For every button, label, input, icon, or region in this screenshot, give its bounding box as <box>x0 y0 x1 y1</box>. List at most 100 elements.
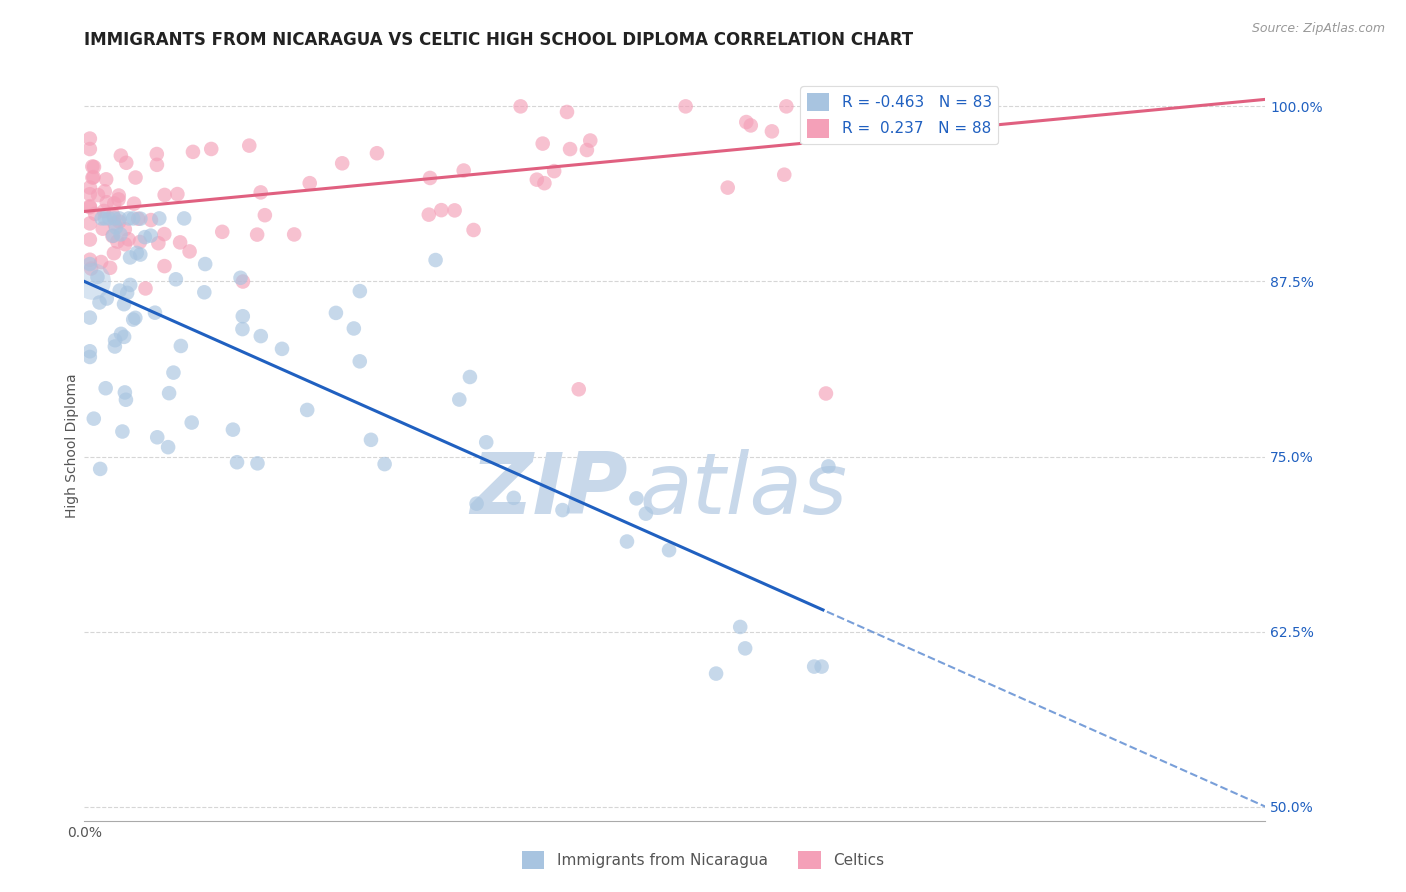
Point <box>222 423 245 437</box>
Point <box>616 534 638 549</box>
Point <box>509 99 531 113</box>
Y-axis label: High School Diploma: High School Diploma <box>65 374 79 518</box>
Point <box>173 211 195 226</box>
Point <box>90 211 112 226</box>
Point <box>91 221 114 235</box>
Point <box>817 459 839 474</box>
Point <box>79 187 101 202</box>
Point <box>122 211 145 226</box>
Point <box>114 385 136 400</box>
Point <box>84 207 107 221</box>
Point <box>79 216 101 230</box>
Point <box>153 227 176 241</box>
Point <box>115 392 138 407</box>
Point <box>658 543 681 558</box>
Point <box>139 213 162 227</box>
Point <box>543 164 565 178</box>
Point <box>232 310 254 324</box>
Point <box>283 227 305 242</box>
Point <box>162 366 184 380</box>
Point <box>246 456 269 470</box>
Point <box>120 277 142 292</box>
Point <box>83 160 105 174</box>
Point <box>104 333 127 347</box>
Point <box>443 203 465 218</box>
Point <box>463 223 485 237</box>
Point <box>449 392 471 407</box>
Point <box>271 342 294 356</box>
Point <box>740 119 762 133</box>
Point <box>139 228 162 243</box>
Point <box>89 295 111 310</box>
Point <box>118 251 141 265</box>
Point <box>101 208 124 222</box>
Point <box>430 203 453 218</box>
Point <box>229 270 252 285</box>
Point <box>93 184 115 198</box>
Point <box>79 350 101 364</box>
Point <box>249 186 271 200</box>
Point <box>810 659 832 673</box>
Point <box>79 142 101 156</box>
Point <box>634 507 657 521</box>
Point <box>94 381 117 395</box>
Point <box>425 253 447 268</box>
Point <box>253 208 276 222</box>
Point <box>238 138 260 153</box>
Text: atlas: atlas <box>640 450 848 533</box>
Point <box>98 260 121 275</box>
Point <box>343 321 366 335</box>
Point <box>166 187 188 202</box>
Point <box>232 275 254 289</box>
Point <box>717 180 740 194</box>
Point <box>575 143 598 157</box>
Point <box>231 322 253 336</box>
Point <box>111 425 134 439</box>
Point <box>108 284 131 298</box>
Point <box>366 146 388 161</box>
Point <box>122 312 145 326</box>
Point <box>112 330 135 344</box>
Point <box>475 435 498 450</box>
Point <box>83 411 105 425</box>
Point <box>330 156 353 170</box>
Point <box>728 620 751 634</box>
Point <box>419 171 441 186</box>
Point <box>180 416 202 430</box>
Point <box>453 163 475 178</box>
Point <box>502 491 524 505</box>
Point <box>129 235 152 249</box>
Point <box>165 272 187 286</box>
Point <box>295 403 318 417</box>
Point <box>555 105 578 120</box>
Point <box>101 228 124 243</box>
Text: IMMIGRANTS FROM NICARAGUA VS CELTIC HIGH SCHOOL DIPLOMA CORRELATION CHART: IMMIGRANTS FROM NICARAGUA VS CELTIC HIGH… <box>84 31 914 49</box>
Point <box>533 176 555 190</box>
Point <box>146 430 169 444</box>
Point <box>374 457 396 471</box>
Point <box>127 211 149 226</box>
Legend: R = -0.463   N = 83, R =  0.237   N = 88: R = -0.463 N = 83, R = 0.237 N = 88 <box>800 87 998 144</box>
Point <box>104 217 127 231</box>
Point <box>82 275 104 289</box>
Point <box>98 211 121 226</box>
Point <box>675 99 697 113</box>
Point <box>246 227 269 242</box>
Point <box>735 115 758 129</box>
Point <box>181 145 204 159</box>
Point <box>110 326 132 341</box>
Point <box>90 255 112 269</box>
Point <box>82 170 104 185</box>
Point <box>104 220 127 235</box>
Text: ZIP: ZIP <box>470 450 627 533</box>
Point <box>112 297 135 311</box>
Point <box>814 386 837 401</box>
Point <box>418 208 440 222</box>
Point <box>96 292 118 306</box>
Point <box>110 227 132 242</box>
Point <box>531 136 554 151</box>
Point <box>325 306 347 320</box>
Point <box>146 147 169 161</box>
Point <box>148 211 170 226</box>
Point <box>153 188 176 202</box>
